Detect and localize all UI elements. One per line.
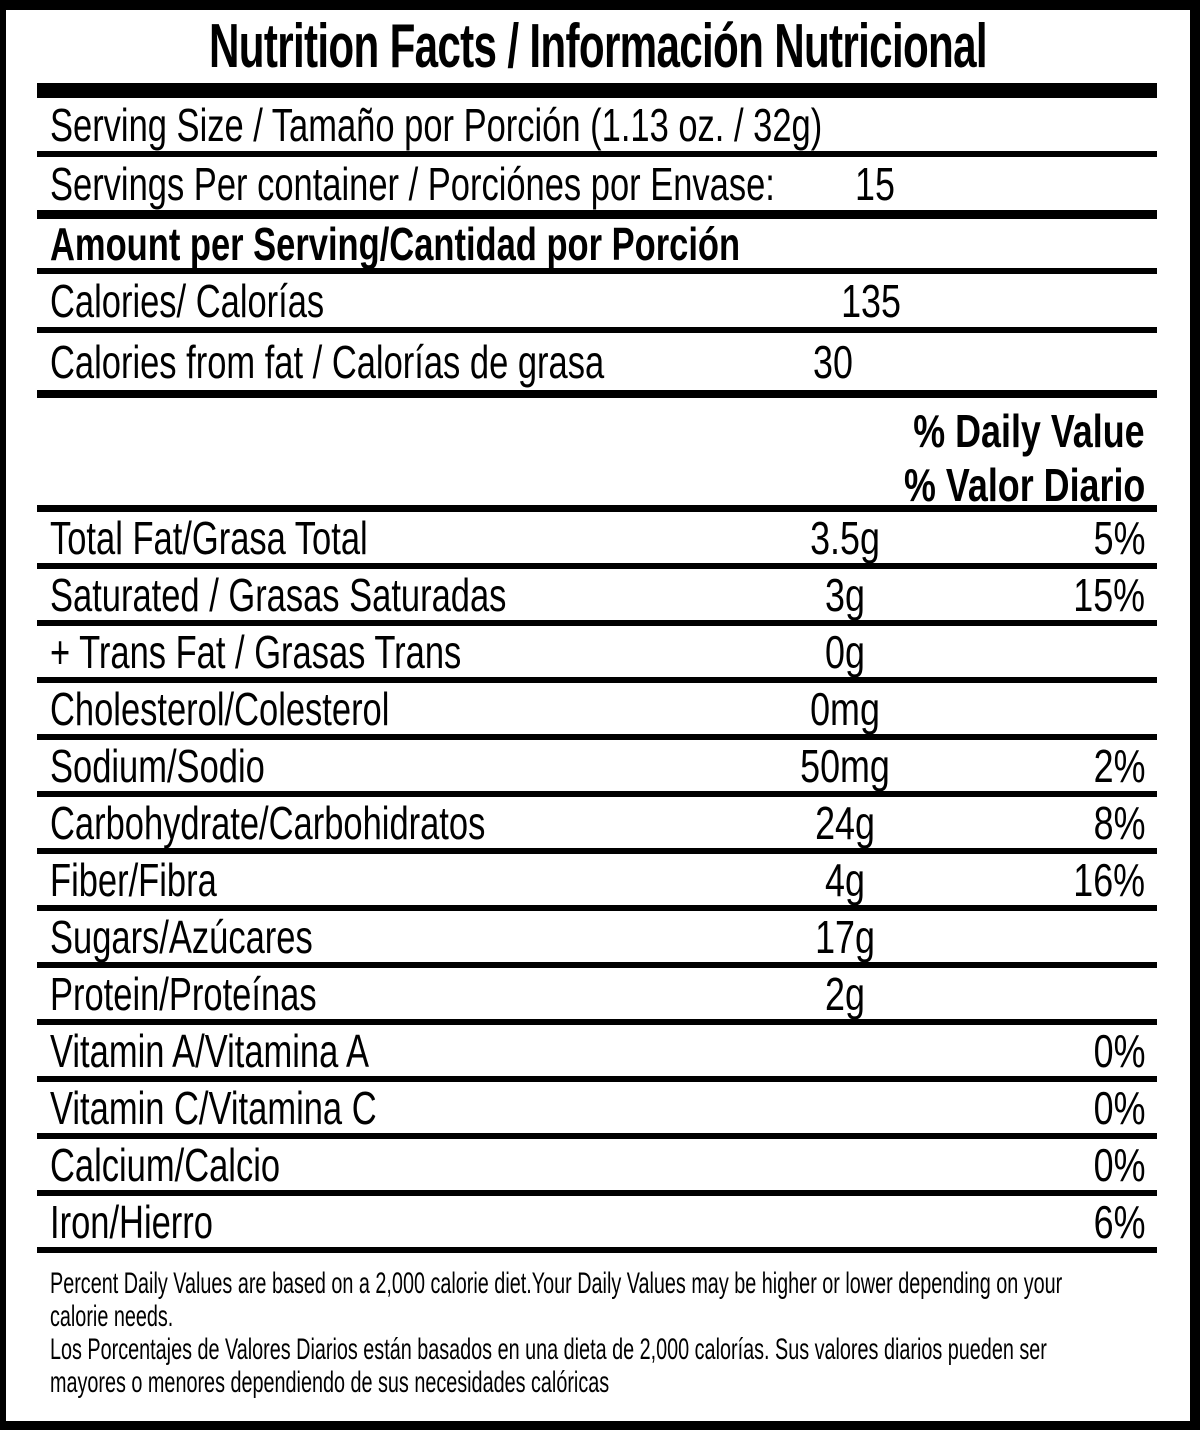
- title-divider-bar: [37, 83, 1157, 98]
- nutrient-dv: 8%: [1093, 796, 1145, 849]
- nutrient-dv: 2%: [1093, 739, 1145, 792]
- nutrient-label: Iron/Hierro: [50, 1195, 213, 1248]
- nutrient-label: Total Fat/Grasa Total: [50, 511, 368, 564]
- nutrient-row-cholesterol: Cholesterol/Colesterol 0mg: [37, 683, 1157, 740]
- nutrient-amount: 50mg: [800, 739, 890, 792]
- nutrient-label: Calcium/Calcio: [50, 1138, 281, 1191]
- daily-value-header-es: % Valor Diario: [903, 459, 1145, 511]
- nutrient-label: Cholesterol/Colesterol: [50, 682, 390, 735]
- nutrient-label: Sodium/Sodio: [50, 739, 265, 792]
- daily-value-footnote: Percent Daily Values are based on a 2,00…: [6, 1253, 1190, 1399]
- nutrient-dv: 0%: [1093, 1081, 1145, 1134]
- daily-value-header-row: % Daily Value % Valor Diario: [37, 398, 1157, 512]
- nutrient-label: Vitamin A/Vitamina A: [50, 1024, 369, 1077]
- nutrient-label: + Trans Fat / Grasas Trans: [50, 625, 462, 678]
- nutrient-row-saturated-fat: Saturated / Grasas Saturadas 3g 15%: [37, 569, 1157, 626]
- nutrient-dv: 6%: [1093, 1195, 1145, 1248]
- nutrient-row-carbohydrate: Carbohydrate/Carbohidratos 24g 8%: [37, 797, 1157, 854]
- nutrient-amount: 0g: [825, 625, 865, 678]
- nutrient-label: Vitamin C/Vitamina C: [50, 1081, 377, 1134]
- nutrient-row-vitamin-a: Vitamin A/Vitamina A 0%: [37, 1025, 1157, 1082]
- footnote-line: calorie needs.: [50, 1300, 174, 1333]
- nutrient-row-total-fat: Total Fat/Grasa Total 3.5g 5%: [37, 512, 1157, 569]
- nutrient-row-calcium: Calcium/Calcio 0%: [37, 1139, 1157, 1196]
- servings-per-container-row: Servings Per container / Porciónes por E…: [37, 157, 1157, 219]
- calories-row: Calories/ Calorías 135: [37, 274, 1157, 333]
- serving-size-label: Serving Size / Tamaño por Porción (1.13 …: [50, 98, 823, 151]
- nutrient-label: Protein/Proteínas: [50, 967, 317, 1020]
- serving-size-row: Serving Size / Tamaño por Porción (1.13 …: [37, 98, 1157, 157]
- calories-from-fat-value: 30: [813, 335, 853, 388]
- amount-per-serving-label: Amount per Serving/Cantidad por Porción: [50, 217, 741, 270]
- label-header: Nutrition Facts / Información Nutriciona…: [6, 10, 1190, 83]
- nutrient-row-vitamin-c: Vitamin C/Vitamina C 0%: [37, 1082, 1157, 1139]
- nutrient-label: Sugars/Azúcares: [50, 910, 313, 963]
- nutrient-label: Carbohydrate/Carbohidratos: [50, 796, 486, 849]
- label-body: Serving Size / Tamaño por Porción (1.13 …: [37, 98, 1157, 1253]
- amount-per-serving-row: Amount per Serving/Cantidad por Porción: [37, 217, 1157, 274]
- nutrient-amount: 24g: [815, 796, 875, 849]
- nutrient-row-sodium: Sodium/Sodio 50mg 2%: [37, 740, 1157, 797]
- nutrient-row-protein: Protein/Proteínas 2g: [37, 968, 1157, 1025]
- footnote-line: Percent Daily Values are based on a 2,00…: [50, 1267, 1063, 1300]
- footnote-line: mayores o menores dependiendo de sus nec…: [50, 1366, 610, 1399]
- nutrient-amount: 2g: [825, 967, 865, 1020]
- nutrient-row-trans-fat: + Trans Fat / Grasas Trans 0g: [37, 626, 1157, 683]
- calories-from-fat-label: Calories from fat / Calorías de grasa: [50, 335, 605, 388]
- servings-per-container-label: Servings Per container / Porciónes por E…: [50, 157, 775, 210]
- nutrient-amount: 4g: [825, 853, 865, 906]
- nutrient-amount: 3g: [825, 568, 865, 621]
- nutrient-row-fiber: Fiber/Fibra 4g 16%: [37, 854, 1157, 911]
- nutrient-amount: 17g: [815, 910, 875, 963]
- nutrient-dv: 16%: [1073, 853, 1145, 906]
- nutrient-label: Saturated / Grasas Saturadas: [50, 568, 507, 621]
- nutrient-dv: 0%: [1093, 1138, 1145, 1191]
- nutrient-label: Fiber/Fibra: [50, 853, 217, 906]
- nutrient-dv: 0%: [1093, 1024, 1145, 1077]
- nutrient-dv: 5%: [1093, 511, 1145, 564]
- calories-value: 135: [841, 274, 901, 327]
- calories-from-fat-row: Calories from fat / Calorías de grasa 30: [37, 333, 1157, 398]
- calories-label: Calories/ Calorías: [50, 274, 325, 327]
- nutrient-row-sugars: Sugars/Azúcares 17g: [37, 911, 1157, 968]
- label-title: Nutrition Facts / Información Nutriciona…: [209, 12, 988, 81]
- daily-value-header-en: % Daily Value: [913, 405, 1145, 457]
- footnote-line: Los Porcentajes de Valores Diarios están…: [50, 1333, 1047, 1366]
- nutrient-amount: 3.5g: [810, 511, 880, 564]
- nutrient-row-iron: Iron/Hierro 6%: [37, 1196, 1157, 1253]
- nutrient-dv: 15%: [1073, 568, 1145, 621]
- nutrient-amount: 0mg: [810, 682, 880, 735]
- servings-per-container-value: 15: [855, 157, 895, 210]
